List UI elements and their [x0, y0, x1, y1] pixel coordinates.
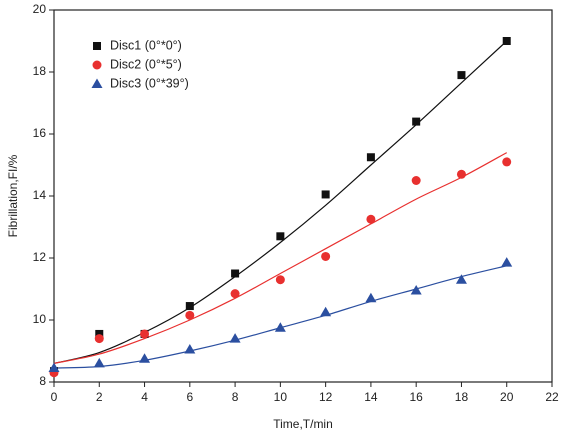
point — [276, 232, 285, 241]
point — [185, 310, 195, 320]
x-tick-label: 2 — [96, 390, 103, 404]
legend-marker — [92, 60, 102, 70]
point — [366, 214, 376, 224]
point — [94, 334, 104, 344]
point — [501, 257, 513, 267]
point — [229, 333, 241, 343]
point — [48, 362, 60, 373]
point — [275, 275, 285, 285]
y-tick-label: 8 — [39, 374, 46, 388]
y-tick-label: 18 — [33, 64, 47, 78]
x-tick-label: 22 — [545, 390, 559, 404]
point — [410, 285, 422, 295]
y-tick-label: 16 — [33, 126, 47, 140]
point — [321, 190, 330, 199]
legend-marker — [91, 78, 103, 88]
x-tick-label: 0 — [51, 390, 58, 404]
x-axis-label: Time,T/min — [273, 417, 333, 431]
point — [502, 37, 511, 45]
point — [139, 353, 151, 363]
y-axis-label: Fibrillation,FI/% — [6, 154, 20, 237]
point — [185, 302, 194, 311]
point — [184, 343, 196, 354]
point — [456, 169, 466, 179]
point — [320, 306, 332, 317]
x-tick-label: 12 — [319, 390, 333, 404]
x-tick-label: 6 — [186, 390, 193, 404]
point — [230, 289, 240, 299]
y-tick-label: 20 — [33, 2, 47, 16]
fit-line — [53, 152, 508, 364]
point — [411, 176, 421, 185]
point — [95, 329, 104, 338]
point — [457, 71, 466, 80]
fit-line — [53, 40, 508, 364]
x-tick-label: 4 — [141, 390, 148, 404]
point — [231, 269, 240, 278]
point — [321, 251, 331, 261]
point — [455, 274, 467, 284]
x-tick-label: 8 — [232, 390, 239, 404]
x-tick-label: 10 — [274, 390, 288, 404]
point — [365, 292, 377, 303]
legend-label: Disc2 (0°*5°) — [110, 57, 182, 71]
point — [140, 329, 150, 339]
point — [412, 117, 421, 126]
legend-marker — [93, 42, 101, 50]
y-tick-label: 14 — [33, 188, 47, 202]
legend-label: Disc3 (0°*39°) — [110, 76, 189, 90]
x-tick-label: 18 — [455, 390, 469, 404]
x-tick-label: 16 — [410, 390, 424, 404]
legend-label: Disc1 (0°*0°) — [110, 38, 182, 52]
point — [502, 157, 512, 167]
y-tick-label: 10 — [33, 312, 47, 326]
y-tick-label: 12 — [33, 250, 47, 264]
point — [274, 322, 286, 332]
x-tick-label: 14 — [364, 390, 378, 404]
x-tick-label: 20 — [500, 390, 514, 404]
point — [366, 153, 375, 162]
point — [93, 357, 105, 368]
